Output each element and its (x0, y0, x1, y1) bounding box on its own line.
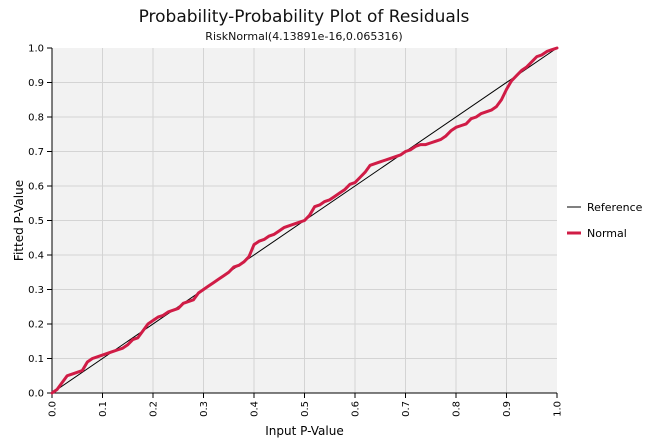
legend-reference-label: Reference (587, 201, 643, 214)
x-tick-label: 0.9 (502, 401, 513, 417)
x-tick-label: 0.8 (452, 401, 463, 417)
x-axis-label: Input P-Value (265, 424, 343, 438)
x-tick-label: 0.5 (300, 401, 311, 417)
x-tick-label: 0.3 (199, 401, 210, 417)
normal-series-line (50, 46, 559, 395)
y-tick-label: 0.0 (28, 389, 44, 400)
y-tick-label: 0.3 (28, 285, 44, 296)
y-tick-labels: 0.0 0.1 0.2 0.3 0.4 0.5 0.6 0.7 0.8 0.9 1.0 (28, 44, 44, 400)
y-tick-label: 0.8 (28, 113, 44, 124)
x-tick-label: 0.7 (401, 401, 412, 417)
y-tick-label: 0.9 (28, 78, 44, 89)
x-tick-label: 0.4 (250, 401, 261, 417)
chart-subtitle: RiskNormal(4.13891e-16,0.065316) (205, 30, 403, 43)
x-tick-label: 0.6 (351, 401, 362, 417)
y-tick-label: 0.5 (28, 216, 44, 227)
grid-lines (52, 48, 557, 393)
chart-title: Probability-Probability Plot of Residual… (138, 7, 470, 27)
x-tick-label: 1.0 (553, 401, 564, 417)
x-tick-label: 0.2 (149, 401, 160, 417)
x-tick-labels: 0.0 0.1 0.2 0.3 0.4 0.5 0.6 0.7 0.8 0.9 1.0 (48, 401, 564, 417)
y-tick-label: 0.4 (28, 251, 44, 262)
y-tick-label: 0.7 (28, 147, 44, 158)
y-tick-label: 0.2 (28, 320, 44, 331)
y-tick-label: 0.1 (28, 354, 44, 365)
y-tick-label: 1.0 (28, 44, 44, 55)
y-axis-label: Fitted P-Value (12, 180, 26, 261)
x-tick-label: 0.0 (48, 401, 59, 417)
legend: Reference Normal (567, 201, 643, 240)
x-tick-label: 0.1 (98, 401, 109, 417)
y-tick-label: 0.6 (28, 182, 44, 193)
legend-normal-label: Normal (587, 227, 627, 240)
